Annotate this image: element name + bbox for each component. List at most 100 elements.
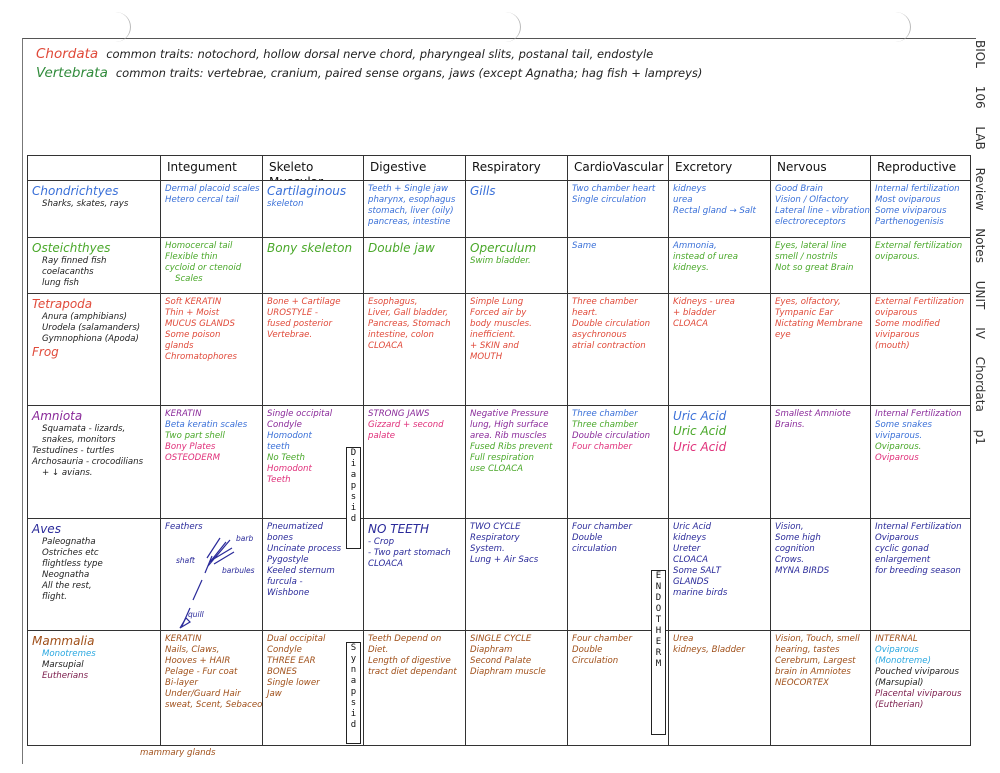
note-line: Two part shell: [165, 431, 225, 441]
note-line: Three chamber: [572, 409, 638, 419]
note-line: Uncinate process: [267, 544, 342, 554]
note-line: + SKIN and: [470, 341, 519, 351]
table-cell: INTERNAL Oviparous (Monotreme) Pouched vivi…: [871, 631, 971, 746]
note-line: Bony skeleton: [267, 241, 353, 255]
table-cell: Teeth + Single jaw pharynx, esophagus stom…: [364, 181, 466, 238]
table-cell: Vision, Some high cognition Crows. MYNA BIRD…: [771, 519, 871, 631]
chordata-traits: Chordata common traits: notochord, hollow…: [36, 46, 653, 62]
note-line: Aves: [32, 522, 61, 536]
note-line: Amniota: [32, 409, 83, 423]
note-line: STRONG JAWS: [368, 409, 430, 419]
note-line: External fertilization: [875, 241, 963, 251]
table-cell: Vision, Touch, smell hearing, tastes Cereb…: [771, 631, 871, 746]
note-line: Neognatha: [42, 570, 90, 581]
note-line: SINGLE CYCLE: [470, 634, 532, 644]
note-line: Beta keratin scales: [165, 420, 248, 430]
note-line: Pancreas, Stomach: [368, 319, 451, 329]
table-cell: KERATIN Nails, Claws, Hooves + HAIR Pelage …: [161, 631, 263, 746]
note-line: Ureter: [673, 544, 701, 554]
note-line: TWO CYCLE: [470, 522, 521, 532]
note-line: Brains.: [775, 420, 805, 430]
vertical-letter: i: [350, 503, 357, 513]
vertical-letter: i: [350, 709, 357, 719]
note-line: (Eutherian): [875, 700, 924, 710]
vertebrata-text: common traits: vertebrae, cranium, paire…: [115, 66, 703, 80]
note-line: kidneys: [673, 184, 707, 194]
table-cell: Negative Pressure lung, High surface area.…: [466, 406, 568, 519]
note-line: Pelage - Fur coat: [165, 667, 238, 677]
row-header-taxon: Tetrapoda Anura (amphibians) Urodela (sala…: [28, 294, 161, 406]
note-line: THREE EAR BONES: [267, 656, 316, 677]
table-cell: Single occipital Condyle Homodont teeth No T…: [263, 406, 364, 519]
note-line: Condyle: [267, 645, 302, 655]
note-line: Flexible thin: [165, 252, 218, 262]
note-line: Kidneys - urea: [673, 297, 735, 307]
table-cell: External Fertilization oviparous Some modi…: [871, 294, 971, 406]
note-line: Placental viviparous: [875, 689, 962, 699]
note-line: Homocercal tail: [165, 241, 233, 251]
note-line: Soft KERATIN: [165, 297, 222, 307]
note-line: Eyes, lateral line: [775, 241, 847, 251]
note-line: KERATIN: [165, 409, 202, 419]
vertical-letter: a: [350, 676, 357, 686]
note-line: Teeth + Single jaw: [368, 184, 449, 194]
note-line: Paleognatha: [42, 537, 96, 548]
vertical-letter: a: [350, 470, 357, 480]
note-line: Oviparous: [875, 645, 919, 655]
note-line: CLOACA: [368, 559, 404, 570]
table-cell: Teeth Depend on Diet. Length of digestive t…: [364, 631, 466, 746]
note-line: Monotremes: [42, 649, 96, 660]
note-line: oviparous: [875, 308, 918, 318]
note-line: Oviparous: [875, 533, 919, 543]
note-line: System.: [470, 544, 505, 554]
note-line: + bladder: [673, 308, 716, 318]
note-line: Chromatophores: [165, 352, 237, 362]
note-line: Some high: [775, 533, 821, 543]
note-line: Liver, Gall bladder,: [368, 308, 448, 318]
note-line: Urodela (salamanders): [42, 323, 141, 334]
table-cell: STRONG JAWS Gizzard + second palate: [364, 406, 466, 519]
table-cell: Feathers: [161, 519, 263, 631]
note-line: viviparous: [875, 330, 920, 340]
note-line: kidneys.: [673, 263, 709, 273]
note-line: Hetero cercal tail: [165, 195, 239, 205]
note-line: Four chamber: [572, 442, 632, 452]
note-line: heart.: [572, 308, 598, 318]
note-line: Pygostyle: [267, 555, 309, 565]
note-line: (Marsupial): [875, 678, 924, 688]
note-line: Jaw: [267, 689, 282, 699]
vertical-letter: S: [350, 643, 357, 653]
table-cell: Four chamber Double Circulation: [568, 631, 669, 746]
note-line: External Fertilization: [875, 297, 965, 307]
table-cell: Same: [568, 238, 669, 294]
note-line: Hooves + HAIR: [165, 656, 231, 666]
note-line: Crows.: [775, 555, 805, 565]
table-cell: Internal fertilization Most oviparous Some…: [871, 181, 971, 238]
note-line: intestine, colon: [368, 330, 434, 340]
note-line: inefficient.: [470, 330, 516, 340]
note-line: bones: [267, 533, 293, 543]
note-line: Nictating Membrane: [775, 319, 863, 329]
table-cell: Uric Acid kidneys Ureter CLOACA Some SALT GLA…: [669, 519, 771, 631]
table-cell: Bony skeleton: [263, 238, 364, 294]
note-line: Ray finned fish: [42, 256, 107, 267]
note-line: Keeled sternum: [267, 566, 335, 576]
note-line: Anura (amphibians): [42, 312, 127, 323]
note-line: area. Rib muscles: [470, 431, 547, 441]
note-line: Negative Pressure: [470, 409, 549, 419]
chordata-term: Chordata: [36, 46, 99, 62]
note-line: teeth: [267, 442, 290, 452]
note-line: Diaphram: [470, 645, 513, 655]
vertical-letter: E: [655, 637, 662, 647]
note-line: Gizzard + second: [368, 420, 444, 430]
row-header-taxon: Mammalia Monotremes Marsupial Eutherians: [28, 631, 161, 746]
note-line: instead of urea: [673, 252, 738, 262]
table-cell: Ammonia, instead of urea kidneys.: [669, 238, 771, 294]
note-line: Homodont: [267, 431, 312, 441]
note-line: Some snakes: [875, 420, 933, 430]
note-line: UROSTYLE -: [267, 308, 319, 318]
note-line: urea: [673, 195, 693, 205]
note-line: (Monotreme): [875, 656, 931, 666]
note-line: Full respiration: [470, 453, 534, 463]
